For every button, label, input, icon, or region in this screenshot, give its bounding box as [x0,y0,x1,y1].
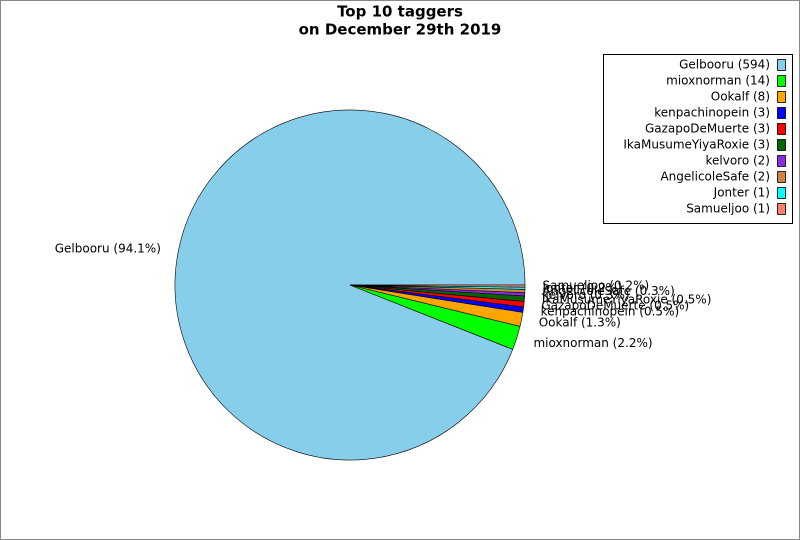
legend-label: kelvoro (2) [705,154,770,168]
chart-title: on December 29th 2019 [299,21,502,39]
legend-swatch [777,123,786,135]
legend-label: Samueljoo (1) [686,202,770,216]
legend-label: GazapoDeMuerte (3) [645,122,770,136]
legend-swatch [777,155,786,167]
legend-label: IkaMusumeYiyaRoxie (3) [623,138,770,152]
legend-label: kenpachinopein (3) [654,106,770,120]
legend-swatch [777,139,786,151]
legend-swatch [777,171,786,183]
legend-swatch [777,59,786,71]
pie-slice [349,284,526,288]
slice-label: kelvoro (0.3%) [542,288,629,302]
legend-box [603,54,793,224]
legend-swatch [777,187,786,199]
slice-label: IkaMusumeYiyaRoxie (0.5%) [542,293,711,307]
slice-label: Gelbooru (94.1%) [55,241,161,255]
slice-label: GazapoDeMuerte (0.5%) [541,299,689,313]
slice-label: kenpachinopein (0.5%) [541,305,680,319]
slice-label: Samueljoo (0.2%) [542,279,649,293]
legend-swatch [777,75,786,87]
legend-swatch [777,91,786,103]
slice-label: mioxnorman (2.2%) [533,336,652,350]
slice-label: Jonter (0.2%) [541,281,621,295]
legend-swatch [777,107,786,119]
legend-label: Jonter (1) [713,186,770,200]
legend-label: Gelbooru (594) [679,58,770,72]
legend-label: AngelicoleSafe (2) [660,170,770,184]
slice-label: AngelicoleSafe (0.3%) [542,284,674,298]
legend-swatch [777,203,786,215]
chart-title: Top 10 taggers [337,3,463,21]
legend-label: Ookalf (8) [711,90,770,104]
slice-label: Ookalf (1.3%) [539,315,621,329]
legend-label: mioxnorman (14) [666,74,770,88]
